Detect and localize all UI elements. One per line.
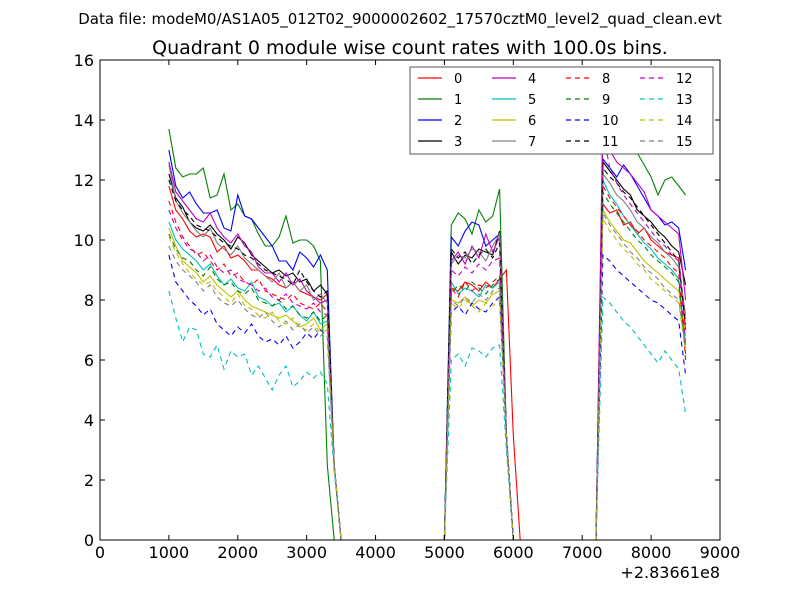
legend-item-5: 5: [492, 93, 536, 108]
series-line-13: [168, 290, 687, 541]
legend-item-15: 15: [640, 135, 693, 150]
y-tick-label: 4: [84, 411, 94, 430]
series-line-0: [168, 185, 687, 541]
x-tick-label: 8000: [631, 543, 672, 562]
legend-item-12: 12: [640, 72, 693, 87]
y-tick-label: 10: [74, 231, 94, 250]
x-tick-label: 5000: [424, 543, 465, 562]
legend-frame: [409, 66, 714, 155]
chart-title: Quadrant 0 module wise count rates with …: [152, 37, 668, 59]
legend-item-7: 7: [492, 135, 536, 150]
y-tick-label: 0: [84, 531, 94, 550]
series-line-2: [168, 149, 687, 541]
series-layer: [168, 110, 687, 541]
legend-label: 11: [602, 135, 619, 150]
legend-item-11: 11: [566, 135, 619, 150]
x-tick-label: 9000: [700, 543, 741, 562]
legend-label: 15: [676, 135, 693, 150]
legend-label: 1: [454, 93, 462, 108]
legend-label: 13: [676, 93, 693, 108]
series-line-12: [168, 131, 687, 541]
legend-item-8: 8: [566, 72, 610, 87]
series-line-11: [168, 166, 687, 541]
x-tick-label: 2000: [217, 543, 258, 562]
legend-label: 0: [454, 72, 462, 87]
legend-item-3: 3: [418, 135, 462, 150]
legend-item-9: 9: [566, 93, 610, 108]
legend-label: 12: [676, 72, 693, 87]
series-line-4: [168, 110, 687, 541]
legend-item-4: 4: [492, 72, 536, 87]
legend-item-14: 14: [640, 114, 693, 129]
y-tick-label: 6: [84, 351, 94, 370]
legend-label: 9: [602, 93, 610, 108]
series-line-9: [168, 190, 687, 541]
legend-label: 7: [528, 135, 536, 150]
series-line-7: [168, 164, 687, 541]
plot-area: 0 1000 2000 3000 4000 5000 6000 7000 8000 9000 0 2 4…: [74, 51, 741, 562]
y-tick-label: 12: [74, 171, 94, 190]
series-line-15: [168, 211, 687, 541]
legend-label: 14: [676, 114, 693, 129]
series-line-1: [168, 125, 687, 541]
x-offset-label: +2.83661e8: [620, 563, 720, 582]
x-tick-label: 0: [95, 543, 105, 562]
legend-label: 6: [528, 114, 536, 129]
series-line-8: [168, 184, 687, 541]
y-tick-label: 14: [74, 111, 94, 130]
legend-label: 10: [602, 114, 619, 129]
legend-item-1: 1: [418, 93, 462, 108]
y-tick-label: 2: [84, 471, 94, 490]
legend-label: 8: [602, 72, 610, 87]
series-line-14: [168, 217, 687, 541]
legend-item-2: 2: [418, 114, 462, 129]
legend-item-13: 13: [640, 93, 693, 108]
legend-item-0: 0: [418, 72, 462, 87]
legend-label: 5: [528, 93, 536, 108]
y-tick-label: 8: [84, 291, 94, 310]
x-tick-label: 6000: [493, 543, 534, 562]
legend-item-10: 10: [566, 114, 619, 129]
x-tick-label: 7000: [562, 543, 603, 562]
x-tick-label: 1000: [149, 543, 190, 562]
y-tick-label: 16: [74, 51, 94, 70]
legend-item-6: 6: [492, 114, 536, 129]
figure-suptitle: Data file: modeM0/AS1A05_012T02_90000026…: [78, 10, 722, 29]
legend-label: 3: [454, 135, 462, 150]
ticks-layer: 0 1000 2000 3000 4000 5000 6000 7000 8000 9000 0 2 4…: [74, 51, 741, 562]
legend-label: 4: [528, 72, 536, 87]
x-tick-label: 4000: [355, 543, 396, 562]
x-tick-label: 3000: [286, 543, 327, 562]
legend-label: 2: [454, 114, 462, 129]
series-line-10: [168, 253, 687, 541]
